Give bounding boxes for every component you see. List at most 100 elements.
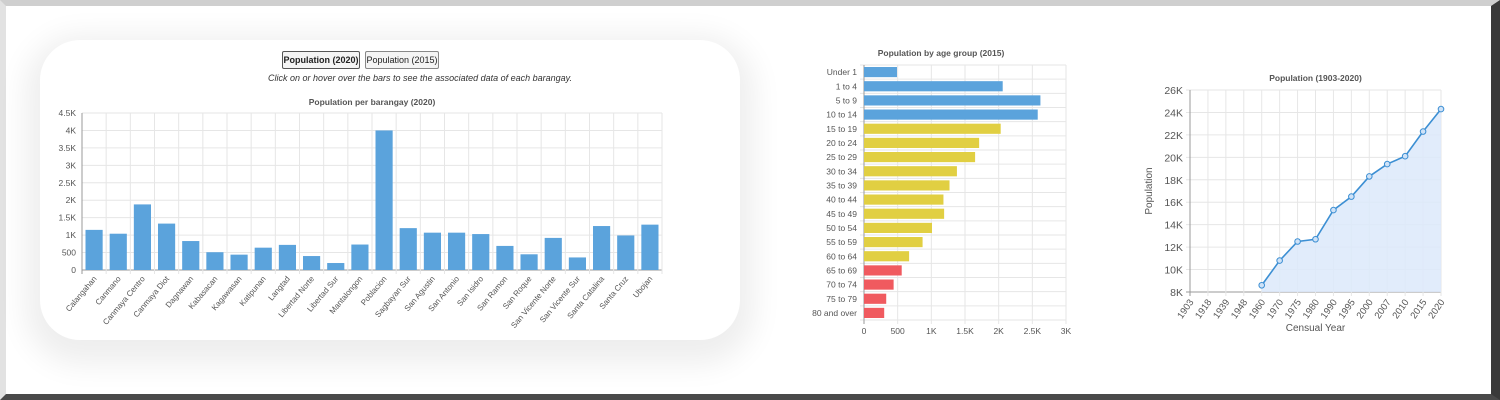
bar[interactable] bbox=[864, 180, 950, 191]
data-point[interactable] bbox=[1294, 238, 1301, 245]
data-point[interactable] bbox=[1419, 128, 1427, 135]
y-tick-label: 45 to 49 bbox=[826, 209, 857, 219]
x-tick-label: 1980 bbox=[1301, 297, 1322, 321]
area-fill bbox=[1261, 109, 1441, 292]
y-tick-label: 1 to 4 bbox=[836, 81, 858, 91]
bar[interactable] bbox=[544, 237, 562, 270]
data-point[interactable] bbox=[1365, 173, 1373, 180]
x-tick-label: 2000 bbox=[1355, 297, 1376, 321]
y-tick-label: 4.5K bbox=[59, 108, 77, 118]
data-point[interactable] bbox=[1258, 281, 1266, 289]
data-point[interactable] bbox=[1437, 105, 1445, 113]
bar[interactable] bbox=[182, 241, 200, 270]
bar[interactable] bbox=[864, 208, 945, 219]
y-tick-label: 30 to 34 bbox=[826, 166, 857, 176]
y-tick-label: 2.5K bbox=[59, 178, 77, 188]
population-2015-button[interactable]: Population (2015) bbox=[365, 51, 439, 69]
y-tick-label: 65 to 69 bbox=[826, 265, 857, 275]
bar[interactable] bbox=[85, 229, 103, 270]
y-tick-label: 10 to 14 bbox=[826, 110, 857, 120]
y-tick-label: 4K bbox=[66, 125, 77, 135]
bar[interactable] bbox=[133, 204, 151, 270]
bar[interactable] bbox=[351, 244, 369, 270]
bar[interactable] bbox=[303, 256, 321, 270]
y-tick-label: 70 to 74 bbox=[826, 280, 857, 290]
bar[interactable] bbox=[617, 235, 635, 270]
bar[interactable] bbox=[864, 194, 944, 205]
bar[interactable] bbox=[864, 109, 1038, 120]
data-point[interactable] bbox=[1276, 257, 1283, 264]
y-tick-label: 15 to 19 bbox=[826, 124, 857, 134]
bar[interactable] bbox=[423, 232, 441, 270]
x-tick-label: 3K bbox=[1061, 326, 1072, 336]
bar[interactable] bbox=[864, 251, 910, 262]
bar[interactable] bbox=[399, 228, 417, 270]
bar[interactable] bbox=[158, 223, 176, 270]
data-point[interactable] bbox=[1330, 206, 1337, 214]
y-tick-label: 5 to 9 bbox=[836, 95, 858, 105]
bar[interactable] bbox=[864, 81, 1003, 92]
x-tick-label: 2020 bbox=[1426, 297, 1447, 321]
y-tick-label: 8K bbox=[1170, 287, 1183, 299]
bar[interactable] bbox=[230, 254, 248, 270]
bar[interactable] bbox=[864, 307, 885, 318]
bar[interactable] bbox=[864, 222, 933, 233]
x-tick-label: 2.5K bbox=[1024, 326, 1042, 336]
y-tick-label: 1.5K bbox=[59, 213, 77, 223]
bar[interactable] bbox=[568, 257, 586, 270]
x-tick-label: 1903 bbox=[1175, 297, 1196, 321]
y-tick-label: 80 and over bbox=[812, 308, 857, 318]
x-tick-label: 500 bbox=[891, 326, 905, 336]
x-tick-label: 1975 bbox=[1283, 297, 1304, 321]
bar[interactable] bbox=[864, 237, 923, 248]
bar[interactable] bbox=[864, 95, 1041, 106]
bar[interactable] bbox=[109, 233, 127, 270]
y-tick-label: Under 1 bbox=[827, 67, 858, 77]
bar[interactable] bbox=[641, 224, 659, 270]
y-tick-label: 26K bbox=[1164, 85, 1183, 97]
bar[interactable] bbox=[864, 293, 887, 304]
y-tick-label: 18K bbox=[1164, 175, 1183, 187]
bar[interactable] bbox=[254, 247, 272, 270]
bar[interactable] bbox=[593, 226, 611, 270]
y-tick-label: 40 to 44 bbox=[826, 195, 857, 205]
bar[interactable] bbox=[864, 265, 902, 276]
bar[interactable] bbox=[520, 254, 538, 270]
y-tick-label: 20 to 24 bbox=[826, 138, 857, 148]
x-tick-label: 1990 bbox=[1319, 297, 1340, 321]
data-point[interactable] bbox=[1401, 152, 1409, 160]
bar[interactable] bbox=[864, 152, 976, 163]
bar[interactable] bbox=[278, 244, 296, 270]
data-point[interactable] bbox=[1383, 160, 1391, 168]
bar[interactable] bbox=[864, 137, 980, 148]
x-tick-label: 1939 bbox=[1211, 297, 1232, 321]
chart-title: Population (1903-2020) bbox=[1269, 73, 1362, 83]
bar[interactable] bbox=[864, 67, 897, 78]
y-tick-label: 3.5K bbox=[59, 143, 77, 153]
bar[interactable] bbox=[864, 166, 957, 177]
bar[interactable] bbox=[864, 123, 1001, 134]
bar[interactable] bbox=[496, 245, 514, 270]
y-tick-label: 24K bbox=[1164, 107, 1183, 119]
y-tick-label: 1K bbox=[66, 230, 77, 240]
population-2020-button[interactable]: Population (2020) bbox=[282, 51, 360, 69]
bar[interactable] bbox=[472, 234, 490, 270]
data-point[interactable] bbox=[1312, 235, 1319, 243]
chart-title: Population per barangay (2020) bbox=[309, 97, 436, 107]
x-tick-label: 1970 bbox=[1265, 297, 1286, 321]
bar[interactable] bbox=[375, 130, 393, 270]
x-tick-label: 2015 bbox=[1408, 297, 1429, 321]
x-tick-label: 1960 bbox=[1247, 297, 1268, 321]
x-tick-label: 1K bbox=[926, 326, 937, 336]
y-tick-label: 20K bbox=[1164, 152, 1183, 164]
bar[interactable] bbox=[206, 252, 224, 270]
bar[interactable] bbox=[864, 279, 894, 290]
y-tick-label: 22K bbox=[1164, 130, 1183, 142]
bar[interactable] bbox=[327, 263, 345, 270]
bar[interactable] bbox=[448, 232, 466, 270]
data-point[interactable] bbox=[1348, 193, 1355, 200]
x-tick-label: 2K bbox=[993, 326, 1004, 336]
y-tick-label: 35 to 39 bbox=[826, 180, 857, 190]
